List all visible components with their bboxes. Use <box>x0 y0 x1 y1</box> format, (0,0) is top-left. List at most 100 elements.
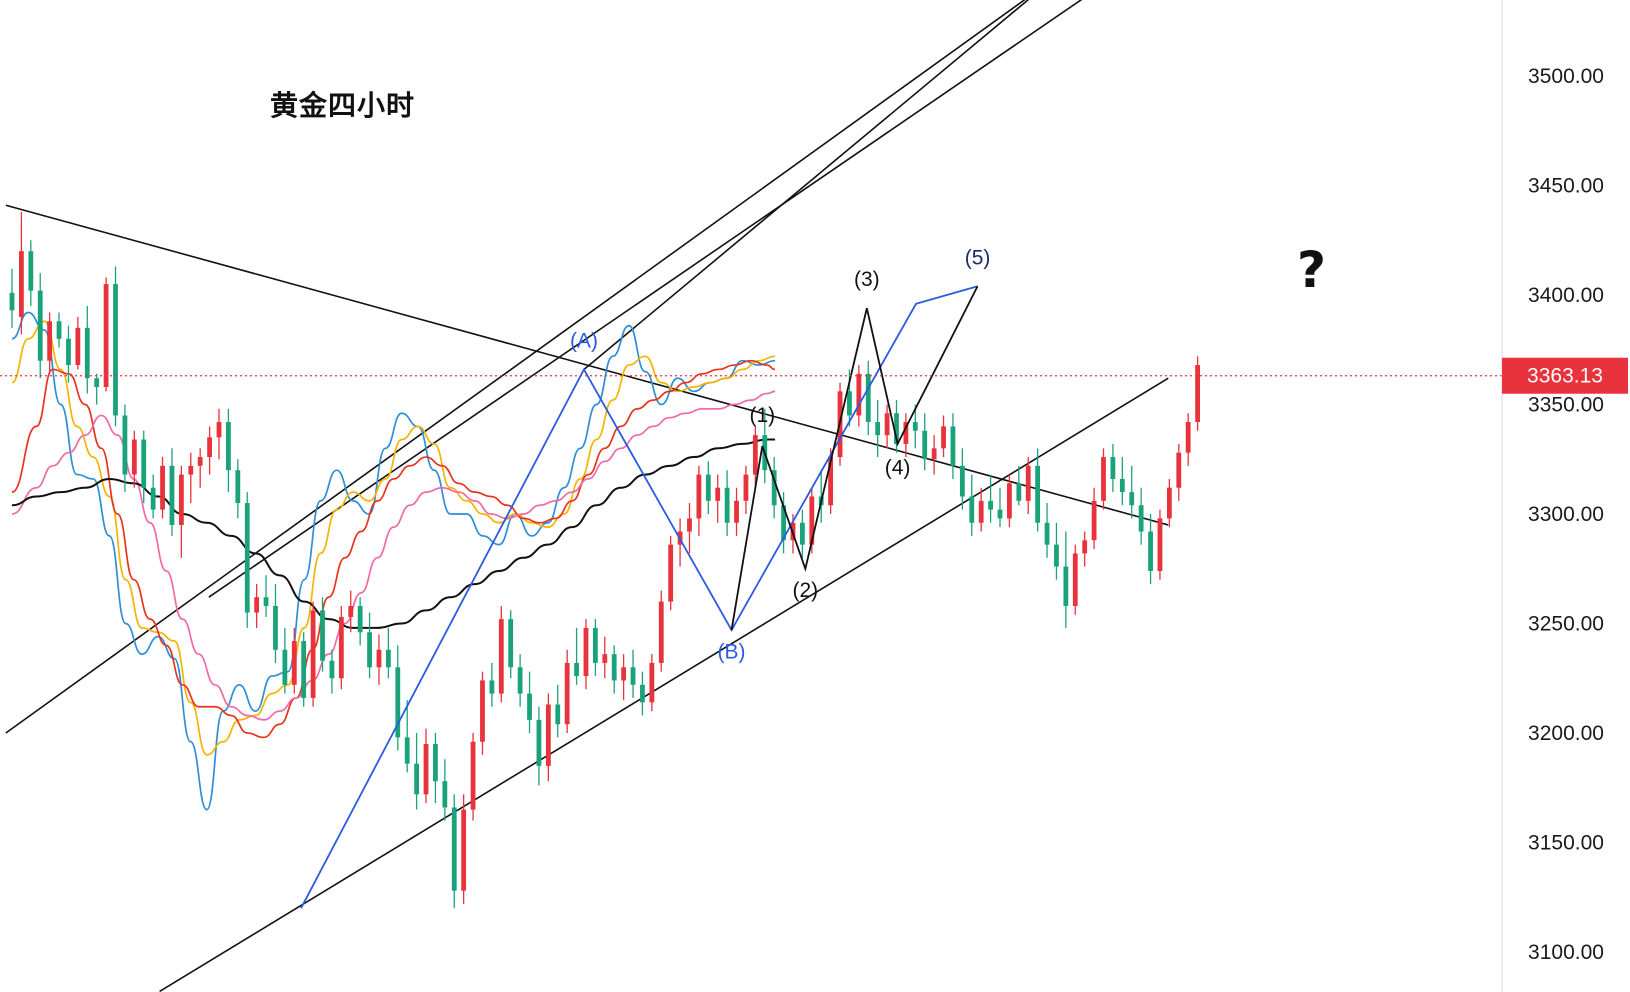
candle[interactable] <box>583 619 589 690</box>
candle[interactable] <box>978 487 984 532</box>
candle[interactable] <box>1176 443 1182 501</box>
candle[interactable] <box>348 590 354 633</box>
candle[interactable] <box>724 470 730 536</box>
candle[interactable] <box>668 535 674 611</box>
candle[interactable] <box>734 487 739 536</box>
candle[interactable] <box>1119 457 1125 506</box>
candle[interactable] <box>376 634 382 685</box>
candle[interactable] <box>696 465 702 536</box>
candle[interactable] <box>254 584 260 628</box>
candle[interactable] <box>1148 514 1153 585</box>
candle[interactable] <box>66 325 71 383</box>
candle[interactable] <box>19 211 24 335</box>
candle[interactable] <box>602 636 608 679</box>
candle[interactable] <box>950 413 956 479</box>
candle[interactable] <box>28 240 34 306</box>
candle[interactable] <box>75 316 81 370</box>
candle[interactable] <box>244 492 250 628</box>
candle[interactable] <box>931 435 937 475</box>
candle[interactable] <box>856 365 862 427</box>
candle[interactable] <box>611 645 617 694</box>
candle[interactable] <box>640 671 645 716</box>
candle[interactable] <box>273 584 278 663</box>
candle[interactable] <box>1138 487 1144 545</box>
candle[interactable] <box>922 413 928 471</box>
candle[interactable] <box>291 627 297 694</box>
candle[interactable] <box>875 400 881 458</box>
trendline-4[interactable] <box>583 0 1168 371</box>
candle[interactable] <box>451 794 457 909</box>
candle[interactable] <box>649 654 655 712</box>
candle[interactable] <box>1025 457 1031 514</box>
candle[interactable] <box>47 312 53 374</box>
candle[interactable] <box>771 457 777 519</box>
trendline-3[interactable] <box>159 377 1169 992</box>
candle[interactable] <box>498 605 504 703</box>
candle[interactable] <box>470 733 476 821</box>
candle[interactable] <box>988 474 993 523</box>
candle[interactable] <box>385 627 391 679</box>
candle[interactable] <box>226 408 231 493</box>
candle[interactable] <box>1054 522 1059 580</box>
candle[interactable] <box>1072 544 1078 615</box>
candle[interactable] <box>574 627 579 685</box>
candle[interactable] <box>122 404 128 493</box>
candle[interactable] <box>320 597 325 672</box>
candle[interactable] <box>1129 465 1135 519</box>
candle[interactable] <box>442 759 448 821</box>
candle[interactable] <box>207 426 212 475</box>
candle[interactable] <box>84 305 90 394</box>
candle[interactable] <box>1063 531 1069 628</box>
candle[interactable] <box>1195 356 1200 431</box>
candle[interactable] <box>404 700 410 773</box>
trendline-1[interactable] <box>5 0 1168 734</box>
candle[interactable] <box>9 268 15 328</box>
candle[interactable] <box>1166 478 1172 528</box>
candle[interactable] <box>103 277 109 392</box>
candle[interactable] <box>621 654 627 701</box>
candle[interactable] <box>517 654 523 707</box>
candle[interactable] <box>894 400 899 453</box>
candle[interactable] <box>1101 448 1106 510</box>
candle[interactable] <box>131 430 137 488</box>
candle[interactable] <box>912 404 918 449</box>
candle[interactable] <box>781 492 786 554</box>
candle[interactable] <box>884 404 890 449</box>
candle[interactable] <box>94 373 100 405</box>
price-axis[interactable]: 3100.00 3150.00 3200.00 3250.00 3300.00 3350.… <box>1501 0 1628 992</box>
trendline-2[interactable] <box>208 0 1168 598</box>
candle[interactable] <box>555 684 561 738</box>
candle[interactable] <box>338 605 344 690</box>
candle[interactable] <box>141 430 147 504</box>
candle[interactable] <box>941 415 946 458</box>
candle[interactable] <box>423 728 429 804</box>
candle[interactable] <box>1185 413 1191 466</box>
candle[interactable] <box>592 619 598 677</box>
candle[interactable] <box>1091 487 1097 550</box>
candle[interactable] <box>752 426 758 488</box>
candle[interactable] <box>150 474 156 519</box>
candle[interactable] <box>178 465 184 558</box>
candle[interactable] <box>357 597 363 646</box>
candle[interactable] <box>282 627 288 694</box>
candle[interactable] <box>433 733 438 804</box>
candle[interactable] <box>56 312 62 348</box>
candle[interactable] <box>113 266 118 427</box>
candle[interactable] <box>1035 448 1041 532</box>
candle[interactable] <box>903 413 909 458</box>
candle[interactable] <box>687 503 692 554</box>
candle[interactable] <box>160 457 165 519</box>
candle[interactable] <box>1157 509 1163 580</box>
candle[interactable] <box>301 632 307 707</box>
candle[interactable] <box>969 474 975 536</box>
candle[interactable] <box>536 706 542 786</box>
candle[interactable] <box>263 575 269 617</box>
trendline-0[interactable] <box>5 204 1169 526</box>
candle[interactable] <box>395 645 401 751</box>
candle[interactable] <box>564 649 570 733</box>
candle[interactable] <box>865 360 871 436</box>
candle[interactable] <box>545 693 551 782</box>
candle[interactable] <box>959 448 965 510</box>
candle[interactable] <box>480 671 485 755</box>
